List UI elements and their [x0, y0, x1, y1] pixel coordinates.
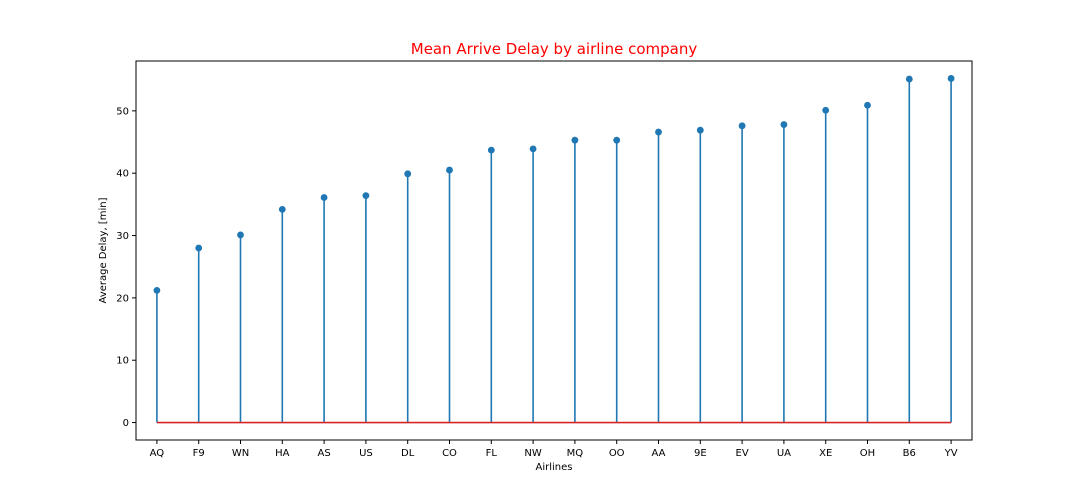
- data-point: [446, 166, 453, 174]
- x-tick-label: US: [359, 448, 373, 459]
- data-point: [571, 136, 579, 144]
- data-point: [780, 121, 788, 128]
- x-axis-label: Airlines: [536, 462, 573, 473]
- data-point: [655, 128, 662, 136]
- x-axis: AQ F9 WN HA AS US DL CO FL NW MQ OO AA 9E EV UA XE OH B6 YV: [150, 440, 958, 459]
- data-point: [613, 136, 621, 144]
- y-tick-label: 0: [123, 418, 129, 429]
- data-point: [320, 194, 328, 201]
- x-tick-label: NW: [524, 448, 541, 459]
- y-tick-label: 10: [116, 356, 129, 367]
- x-tick-label: F9: [193, 448, 205, 459]
- data-point: [237, 231, 244, 239]
- y-tick-label: 30: [116, 231, 129, 242]
- y-axis: 0 10 20 30 40 50: [116, 106, 136, 429]
- x-tick-label: 9E: [694, 448, 707, 459]
- data-point: [195, 244, 203, 252]
- data-point: [864, 101, 871, 109]
- data-point: [362, 192, 370, 200]
- y-tick-label: 40: [116, 169, 129, 180]
- data-point: [487, 146, 495, 154]
- x-tick-label: WN: [232, 448, 249, 459]
- x-tick-label: MQ: [567, 448, 584, 459]
- y-tick-label: 20: [116, 293, 129, 304]
- x-tick-label: FL: [486, 448, 498, 459]
- x-tick-label: YV: [944, 448, 958, 459]
- data-point: [153, 286, 161, 294]
- x-tick-label: OO: [609, 448, 625, 459]
- data-point: [404, 170, 412, 178]
- data-point: [738, 122, 746, 130]
- x-tick-label: OH: [860, 448, 875, 459]
- x-tick-label: AQ: [150, 448, 165, 459]
- x-tick-label: EV: [736, 448, 749, 459]
- x-tick-label: CO: [442, 448, 457, 459]
- x-tick-label: XE: [819, 448, 832, 459]
- x-tick-label: AS: [317, 448, 330, 459]
- x-tick-label: HA: [275, 448, 290, 459]
- x-tick-label: AA: [652, 448, 666, 459]
- data-point: [278, 205, 286, 213]
- x-tick-label: UA: [777, 448, 791, 459]
- chart-title: Mean Arrive Delay by airline company: [411, 40, 698, 58]
- y-tick-label: 50: [116, 106, 129, 117]
- data-point: [822, 106, 830, 114]
- data-point: [696, 126, 704, 134]
- data-point: [947, 75, 955, 82]
- x-tick-label: DL: [401, 448, 415, 459]
- data-point: [529, 145, 537, 153]
- data-point: [905, 75, 913, 83]
- plot-area: [153, 75, 955, 424]
- plot-frame: [135, 60, 973, 441]
- y-axis-label: Average Delay, [min]: [98, 197, 109, 303]
- x-tick-label: B6: [903, 448, 916, 459]
